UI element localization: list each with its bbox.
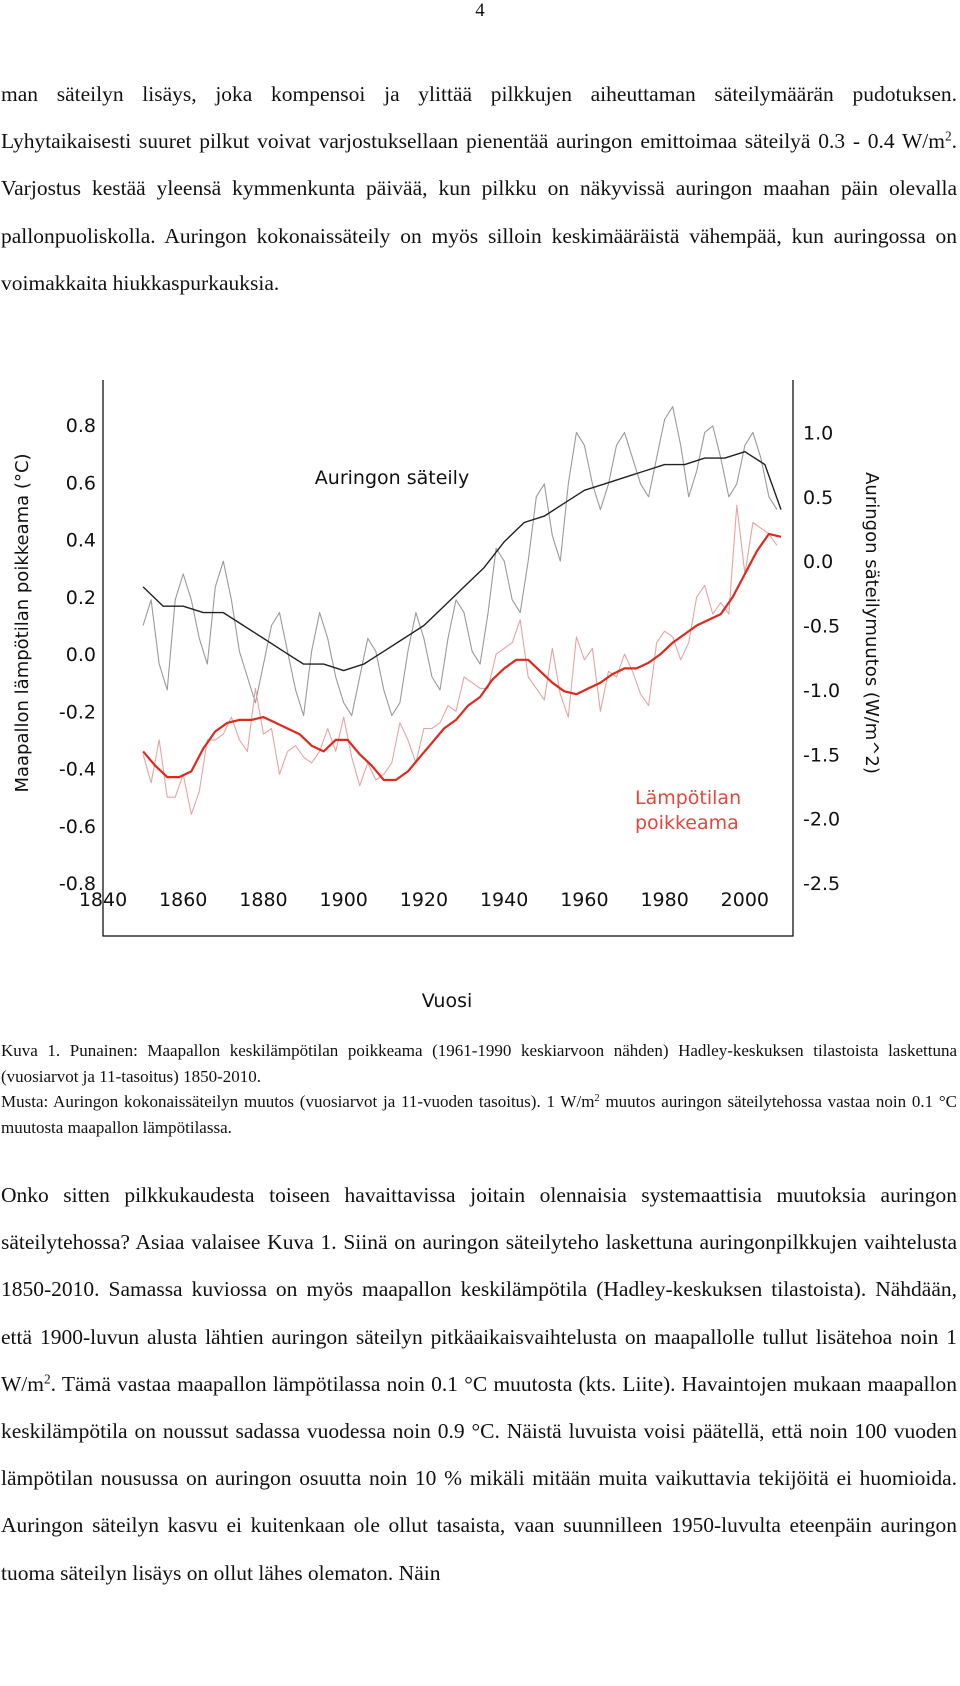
x-tick-label: 1980 [640,889,688,911]
paragraph-discussion: Onko sitten pilkkukaudesta toiseen havai… [1,1183,957,1585]
solar-smoothed-line [142,450,782,672]
x-tick-label: 1880 [239,889,287,911]
x-tick-label: 2000 [721,889,769,911]
temperature-annotation-line1: Lämpötilan [635,787,741,809]
caption-line-red: Kuva 1. Punainen: Maapallon keskilämpöti… [1,1041,957,1086]
y-right-tick-label: -2.5 [803,873,840,895]
caption-line-black: Musta: Auringon kokonaissäteilyn muutos … [1,1092,957,1137]
x-axis-title: Vuosi [422,990,473,1012]
figure-1-chart: 1840 1860 1880 1900 1920 1940 1960 1980 2000 1.0 0… [12,380,882,1012]
left-axis-title: Maapallon lämpötilan poikkeama (°C) [12,453,33,792]
y-right-tick-label: -2.0 [803,809,840,831]
y-right-tick-label: 0.0 [803,551,833,573]
y-right-tick-label: -1.5 [803,744,840,766]
y-right-tick-label: -1.0 [803,680,840,702]
x-tick-label: 1960 [560,889,608,911]
y-left-tick-label: -0.6 [59,816,96,838]
series-lines [142,406,782,815]
solar-annotation: Auringon säteily [315,467,469,489]
y-left-tick-label: 0.4 [66,530,96,552]
plot-frame [102,380,794,937]
axis-ticks: 1840 1860 1880 1900 1920 1940 1960 1980 2000 1.0 0… [59,415,840,911]
y-left-tick-label: -0.2 [59,701,96,723]
y-right-tick-label: 0.5 [803,487,833,509]
temperature-annotation-line2: poikkeama [635,812,739,834]
right-axis-title: Auringon säteilymuutos (W/m^2) [861,472,882,774]
solar-annual-line [142,406,778,717]
temperature-annual-line [142,504,778,815]
y-right-tick-label: 1.0 [803,422,833,444]
temperature-smoothed-line [142,532,782,782]
y-left-tick-label: 0.0 [66,644,96,666]
page-number: 4 [475,0,485,21]
y-left-tick-label: 0.6 [66,472,96,494]
paragraph-intro: man säteilyn lisäys, joka kompensoi ja y… [1,82,957,295]
x-tick-label: 1900 [320,889,368,911]
y-left-tick-label: -0.8 [59,873,96,895]
x-tick-label: 1840 [79,889,127,911]
figure-caption: Kuva 1. Punainen: Maapallon keskilämpöti… [1,1038,957,1140]
x-tick-label: 1940 [480,889,528,911]
y-left-tick-label: 0.8 [66,415,96,437]
y-left-tick-label: 0.2 [66,587,96,609]
x-tick-label: 1920 [400,889,448,911]
y-right-tick-label: -0.5 [803,616,840,638]
x-tick-label: 1860 [159,889,207,911]
y-left-tick-label: -0.4 [59,759,96,781]
